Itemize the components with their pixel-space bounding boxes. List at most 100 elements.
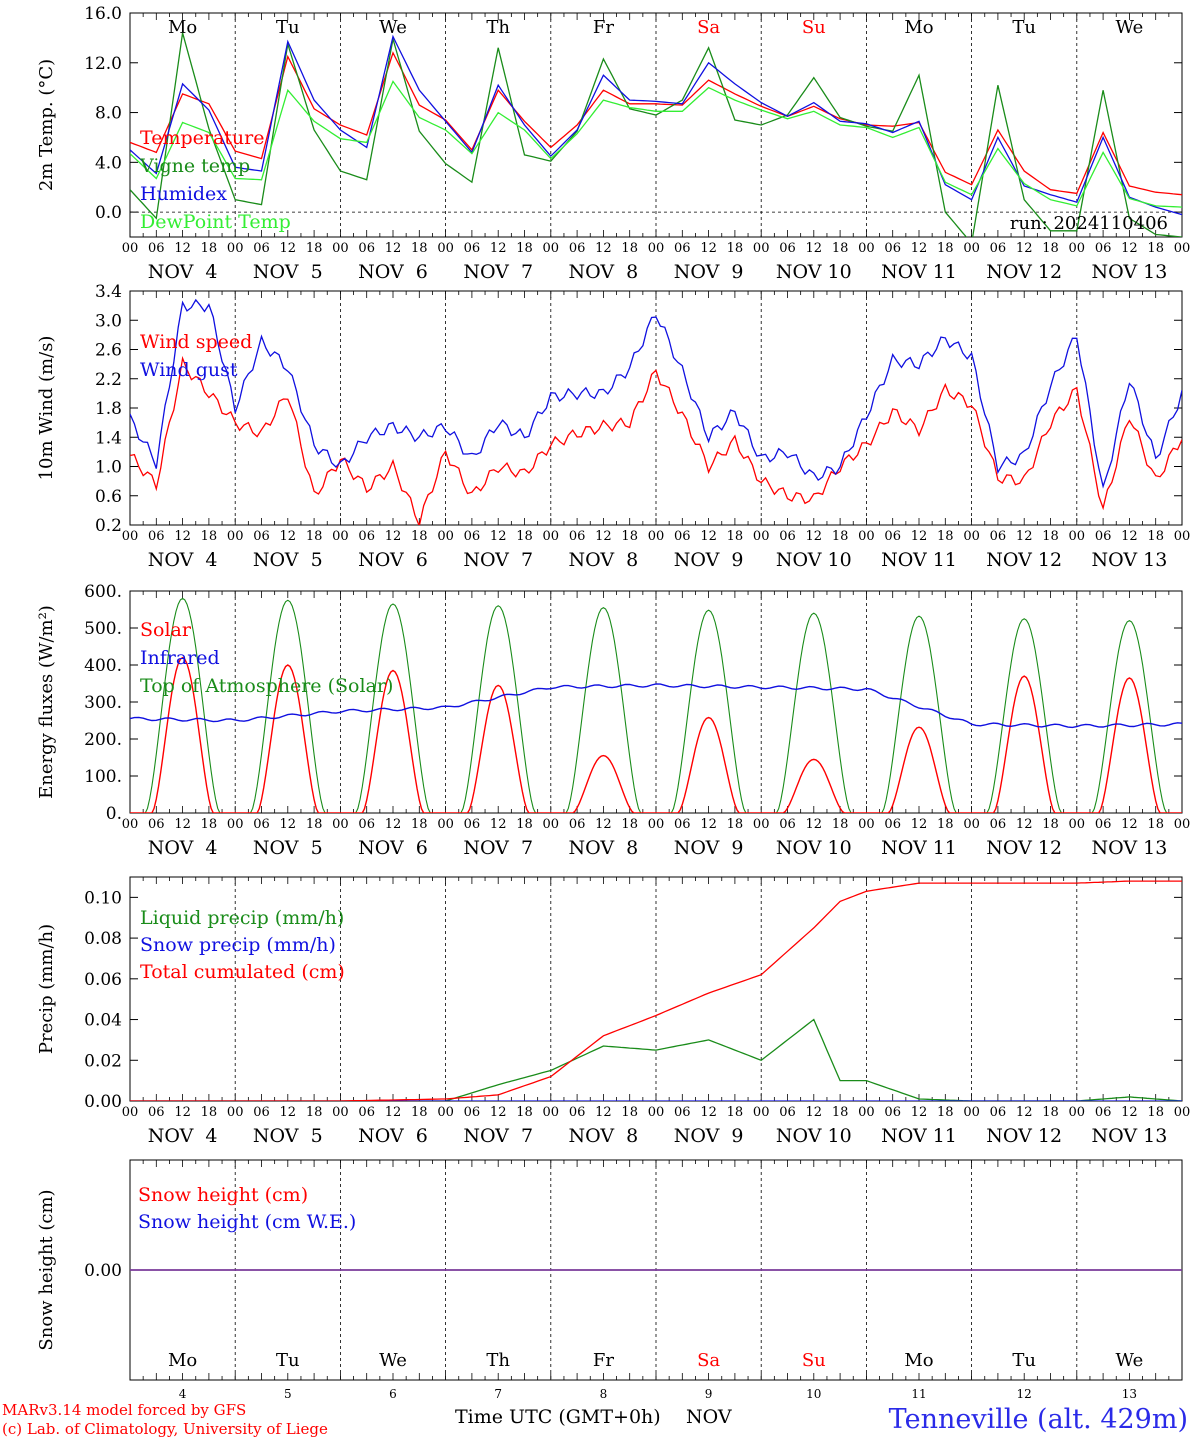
day-name-tu: Tu: [1012, 1350, 1036, 1371]
hour-tick-label: 18: [201, 241, 218, 256]
hour-tick-label: 18: [621, 529, 638, 544]
date-label: NOV 10: [776, 837, 852, 859]
date-label: NOV 13: [1091, 1125, 1167, 1147]
run-label: run: 2024110406: [1010, 213, 1168, 234]
day-name-su: Su: [802, 17, 826, 38]
hour-tick-label: 12: [1016, 241, 1033, 256]
hour-tick-label: 06: [358, 529, 375, 544]
hour-tick-label: 18: [516, 529, 533, 544]
hour-tick-label: 18: [411, 817, 428, 832]
hour-tick-label: 12: [490, 1105, 507, 1120]
y-axis-title: Snow height (cm): [36, 1189, 57, 1350]
hour-tick-label: 00: [1069, 817, 1086, 832]
hour-tick-label: 12: [280, 241, 297, 256]
y-tick-label: 500.: [84, 619, 122, 639]
hour-tick-label: 06: [990, 241, 1007, 256]
day-name-fr: Fr: [593, 17, 614, 38]
legend-entry: Solar: [140, 619, 192, 641]
hour-tick-label: 00: [227, 817, 244, 832]
day-number-label: 12: [1017, 1387, 1032, 1401]
y-tick-label: 600.: [84, 582, 122, 602]
hour-tick-label: 12: [806, 817, 823, 832]
y-tick-label: 100.: [84, 767, 122, 787]
y-tick-label: 0.6: [95, 487, 122, 507]
y-tick-label: 0.00: [84, 1261, 122, 1281]
hour-tick-label: 00: [332, 817, 349, 832]
day-number-label: 13: [1122, 1387, 1137, 1401]
y-tick-label: 400.: [84, 656, 122, 676]
day-name-mo: Mo: [904, 1350, 933, 1371]
y-tick-label: 300.: [84, 693, 122, 713]
day-number-label: 10: [806, 1387, 821, 1401]
day-number-label: 4: [179, 1387, 187, 1401]
hour-tick-label: 12: [595, 241, 612, 256]
hour-tick-label: 18: [1042, 529, 1059, 544]
hour-tick-label: 06: [779, 1105, 796, 1120]
hour-tick-label: 00: [1174, 529, 1191, 544]
station-label: Tenneville (alt. 429m): [889, 1404, 1188, 1435]
series-line-humidex: [130, 34, 1182, 216]
hour-tick-label: 00: [858, 529, 875, 544]
panel-series: [130, 880, 1182, 1101]
hour-tick-label: 12: [1121, 529, 1138, 544]
date-label: NOV 9: [674, 549, 744, 571]
hour-tick-label: 12: [806, 529, 823, 544]
hour-tick-label: 06: [674, 817, 691, 832]
hour-tick-label: 06: [358, 817, 375, 832]
hour-tick-label: 12: [1121, 817, 1138, 832]
hour-tick-label: 06: [464, 1105, 481, 1120]
day-name-su: Su: [802, 1350, 826, 1371]
hour-tick-label: 18: [306, 817, 323, 832]
date-label: NOV 13: [1091, 837, 1167, 859]
hour-tick-label: 12: [385, 529, 402, 544]
legend-entry: Wind speed: [140, 331, 252, 353]
hour-tick-label: 12: [385, 817, 402, 832]
x-axis-month: NOV: [686, 1406, 732, 1428]
panel-1: 0.0 4.0 8.0 12.0 16.0 2m Temp. (°C) Mo Tu We Th Fr…: [36, 4, 1190, 283]
date-label: NOV 9: [674, 1125, 744, 1147]
panel-series: [130, 298, 1182, 525]
hour-tick-label: 18: [1147, 817, 1164, 832]
date-label: NOV 4: [148, 549, 218, 571]
date-label: NOV 6: [358, 549, 428, 571]
y-axis-title: 2m Temp. (°C): [36, 59, 57, 191]
y-tick-label: 2.6: [95, 341, 122, 361]
hour-tick-label: 18: [1147, 1105, 1164, 1120]
series-line-liquid-precip-mm-h-: [130, 1018, 1182, 1101]
panel-5: 0.00 Snow height (cm) Mo Tu We Th Fr Sa Su Mo Tu We…: [36, 1159, 1183, 1381]
hour-tick-label: 06: [148, 1105, 165, 1120]
hour-tick-label: 06: [990, 1105, 1007, 1120]
hour-tick-label: 18: [832, 1105, 849, 1120]
hour-tick-label: 06: [674, 529, 691, 544]
hour-tick-label: 06: [148, 241, 165, 256]
hour-tick-label: 18: [727, 529, 744, 544]
hour-tick-label: 06: [569, 529, 586, 544]
legend-entry: Total cumulated (cm): [140, 961, 345, 983]
legend-entry: Snow height (cm): [138, 1184, 308, 1206]
hour-tick-label: 12: [174, 817, 191, 832]
hour-tick-label: 06: [253, 1105, 270, 1120]
hour-tick-label: 06: [884, 817, 901, 832]
panel-2: 0.2 0.6 1.0 1.4 1.8 2.2 2.6 3.0 3.4 10m Wind (m/s…: [36, 282, 1190, 571]
hour-tick-label: 00: [1069, 1105, 1086, 1120]
hour-tick-label: 00: [543, 241, 560, 256]
legend-entry: Infrared: [140, 647, 220, 669]
hour-tick-label: 00: [437, 241, 454, 256]
y-tick-label: 1.4: [95, 428, 122, 448]
hour-tick-label: 00: [753, 817, 770, 832]
date-label: NOV 13: [1091, 549, 1167, 571]
y-tick-label: 0.08: [84, 929, 122, 949]
hour-tick-label: 00: [963, 529, 980, 544]
date-label: NOV 7: [463, 549, 533, 571]
hour-tick-label: 18: [411, 1105, 428, 1120]
legend-entry: Humidex: [140, 183, 227, 205]
hour-tick-label: 12: [911, 529, 928, 544]
hour-tick-label: 06: [569, 1105, 586, 1120]
day-name-mo: Mo: [168, 17, 197, 38]
hour-tick-label: 18: [621, 241, 638, 256]
date-label: NOV 6: [358, 261, 428, 283]
series-line-wind-gust: [130, 298, 1182, 489]
day-number-label: 9: [705, 1387, 713, 1401]
hour-tick-label: 00: [437, 529, 454, 544]
hour-tick-label: 06: [464, 241, 481, 256]
